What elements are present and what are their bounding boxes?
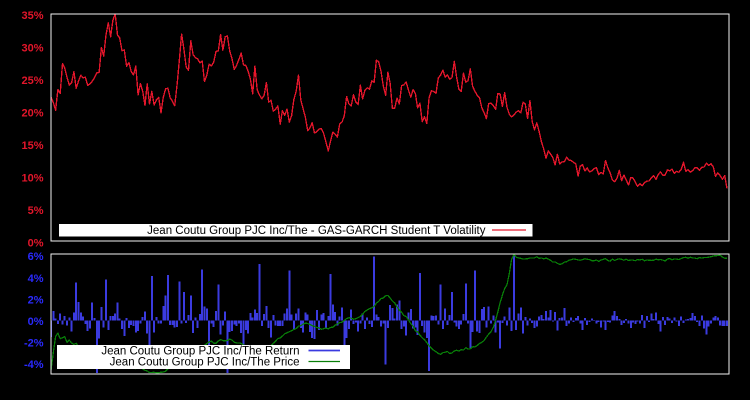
svg-text:Jean Coutu Group PJC Inc/The P: Jean Coutu Group PJC Inc/The Price: [110, 357, 300, 369]
svg-text:2%: 2%: [28, 294, 44, 306]
svg-text:0%: 0%: [28, 238, 44, 250]
svg-text:Jean Coutu Group PJC Inc/The -: Jean Coutu Group PJC Inc/The - GAS-GARCH…: [147, 225, 486, 237]
svg-text:0%: 0%: [28, 316, 44, 328]
svg-text:6%: 6%: [28, 251, 44, 263]
svg-text:-4%: -4%: [24, 359, 44, 371]
svg-text:35%: 35%: [21, 10, 43, 22]
svg-text:10%: 10%: [21, 173, 43, 185]
svg-text:30%: 30%: [21, 43, 43, 55]
svg-text:-2%: -2%: [24, 338, 44, 350]
svg-text:15%: 15%: [21, 140, 43, 152]
svg-text:5%: 5%: [28, 205, 44, 217]
svg-text:20%: 20%: [21, 108, 43, 120]
svg-text:4%: 4%: [28, 273, 44, 285]
svg-text:25%: 25%: [21, 75, 43, 87]
svg-text:Jean Coutu Group PJC Inc/The R: Jean Coutu Group PJC Inc/The Return: [101, 346, 299, 358]
